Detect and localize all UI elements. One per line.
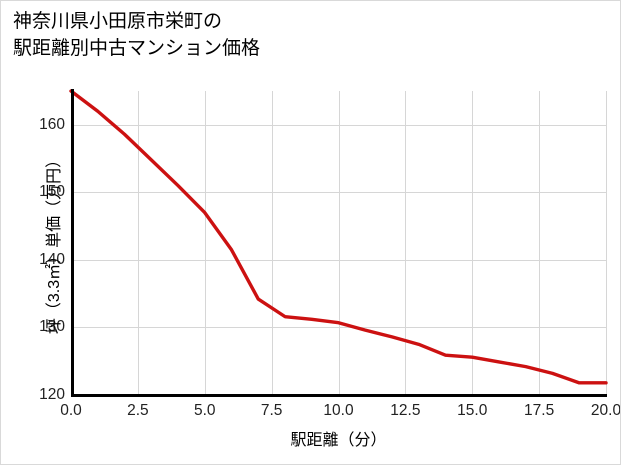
gridline-vertical bbox=[405, 91, 407, 395]
chart-title-line-1: 神奈川県小田原市栄町の bbox=[13, 11, 223, 32]
x-axis-title: 駅距離（分） bbox=[290, 432, 387, 449]
gridline-vertical bbox=[472, 91, 474, 395]
x-tick-label: 0.0 bbox=[60, 402, 82, 419]
y-tick-label: 130 bbox=[39, 318, 65, 336]
gridline-vertical bbox=[137, 91, 139, 395]
chart-title: 神奈川県小田原市栄町の 駅距離別中古マンション価格 bbox=[13, 8, 513, 62]
x-tick-label: 20.0 bbox=[590, 402, 621, 419]
x-tick-label: 17.5 bbox=[524, 402, 555, 419]
x-axis-tick-labels: 0.0 2.5 5.0 7.5 10.0 12.5 15.0 17.5 20.0 bbox=[60, 402, 620, 424]
series-line-chart bbox=[69, 89, 608, 385]
y-axis-spine bbox=[71, 89, 74, 397]
gridline-vertical bbox=[271, 91, 273, 395]
x-tick-label: 15.0 bbox=[457, 402, 488, 419]
x-tick-label: 5.0 bbox=[193, 402, 216, 419]
x-axis-spine bbox=[71, 394, 607, 397]
gridline-vertical bbox=[606, 91, 607, 395]
y-tick-label: 150 bbox=[39, 183, 65, 201]
y-tick-label: 120 bbox=[39, 386, 65, 403]
y-tick-label: 140 bbox=[39, 250, 65, 268]
x-tick-label: 12.5 bbox=[390, 402, 421, 419]
series-polyline bbox=[69, 89, 608, 385]
x-tick-label: 10.0 bbox=[323, 402, 354, 419]
x-tick-label: 7.5 bbox=[260, 402, 283, 419]
gridline-vertical bbox=[539, 91, 541, 395]
x-tick-label: 2.5 bbox=[127, 402, 149, 419]
plot-area bbox=[69, 89, 608, 396]
y-axis-tick-labels: 120 130 140 150 160 bbox=[19, 91, 65, 403]
y-axis-title: 坪（3.3㎡）単価（万円） bbox=[46, 151, 63, 335]
gridline-vertical bbox=[204, 91, 206, 395]
chart-title-line-2: 駅距離別中古マンション価格 bbox=[13, 38, 261, 59]
y-tick-label: 160 bbox=[39, 115, 65, 133]
gridline-vertical bbox=[338, 91, 340, 395]
